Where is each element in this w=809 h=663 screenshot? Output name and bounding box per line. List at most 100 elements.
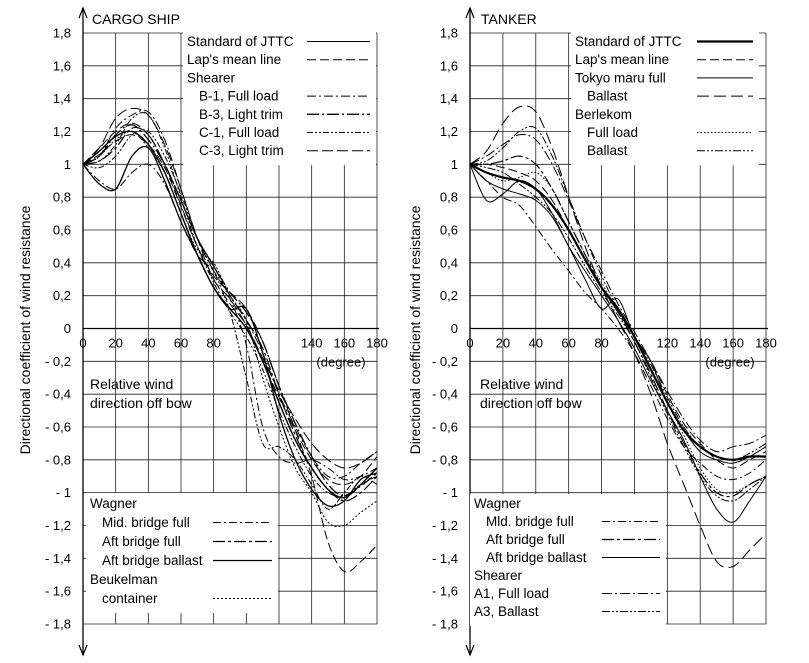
y-tick-label: 1 [64,157,71,172]
series-line-b-3-light-trim [82,124,378,497]
y-tick-label: 0 [64,321,71,336]
series-line-ballast [469,163,767,502]
y-tick-label: 0,6 [53,223,71,238]
y-axis-label-cargo: Directional coefficient of wind resistan… [17,205,33,454]
x-tick-label: 160 [722,336,744,351]
legend-label: Ballast [587,143,628,158]
x-tick-label: 80 [206,336,220,351]
legend-background [86,493,278,613]
y-tick-label: 1,4 [53,91,71,106]
series-group [82,107,378,573]
legend-label: Tokyo maru full [575,70,666,85]
legend-label: Aft bridge full [486,532,565,547]
y-tick-label: 0,2 [440,288,458,303]
legend-label: Ballast [587,89,628,104]
legend-label: C-1, Full load [199,125,279,140]
y-tick-label: - 0,2 [432,354,458,369]
y-tick-label: 1,2 [440,124,458,139]
panel-cargo-ship: 1,8 1,6 1,4 1,2 1 0,8 0,6 0,4 0,2 0 - 0,2 - 0,4 - 0,… [45,6,388,657]
ylabel-left: Directional coefficient of wind resistan… [17,205,33,454]
x-tick-label: 160 [333,336,355,351]
legend-label: B-1, Full load [199,89,279,104]
series-line-a1-full-load [469,134,767,453]
series-line-aft-bridge-full [82,126,378,502]
series-line-a3-ballast [469,126,767,461]
y-tick-label: 0,4 [53,255,71,270]
x-tick-label: 20 [108,336,122,351]
x-tick-label: 140 [689,336,711,351]
x-tick-label: 0 [466,336,473,351]
chart-title: CARGO SHIP [92,11,180,27]
y-tick-label: 1,8 [53,26,71,41]
y-tick-label: - 1,2 [45,518,71,533]
y-tick-label: - 1,4 [432,551,458,566]
y-tick-label: - 1,8 [45,617,71,632]
ylabel-right: Directional coefficient of wind resistan… [407,205,423,454]
legend-label: Berlekom [575,107,632,122]
legend-label: Lap's mean line [575,52,669,67]
annotation-text: Relative wind [90,376,173,392]
y-tick-label: - 1,2 [432,518,458,533]
x-tick-label: 180 [755,336,777,351]
y-tick-label: - 1,6 [45,584,71,599]
y-tick-label: 1 [451,157,458,172]
legend-label: Wagner [90,496,137,511]
legend-label: C-3, Light trim [199,143,284,158]
series-line-aft-bridge-full [469,155,767,498]
y-axis-arrow-bottom [465,644,475,657]
legend-label: Standard of JTTC [575,34,682,49]
legend-label: Aft bridge full [102,534,181,549]
legend-background [183,31,376,166]
y-tick-label: 0,8 [53,190,71,205]
y-axis-label-tanker: Directional coefficient of wind resistan… [407,205,423,454]
annotation-text: direction off bow [90,395,193,411]
legend-top: Standard of JTTC Lap's mean line Shearer B-… [183,31,376,166]
x-tick-label: 20 [496,336,510,351]
y-tick-label: - 0,4 [432,387,458,402]
legend-label: Shearer [187,70,236,85]
x-tick-label: 180 [366,336,388,351]
x-tick-label: 40 [141,336,155,351]
x-tick-label: 80 [594,336,608,351]
legend-label: Beukelman [90,572,158,587]
x-tick-label: 60 [174,336,188,351]
series-line-tokyo-maru-full [469,164,767,523]
legend-background [571,31,759,166]
legend-label: Full load [587,125,638,140]
panel-tanker: 1,8 1,6 1,4 1,2 1 0,8 0,6 0,4 0,2 0 - 0,2 - 0,4 - 0,… [432,6,777,657]
x-tick-label: 120 [656,336,678,351]
legend-label: Aft bridge ballast [486,550,587,565]
y-tick-label: - 0,8 [432,452,458,467]
y-tick-label: - 0,8 [45,452,71,467]
y-tick-label: 1,8 [440,26,458,41]
y-tick-label: 0,8 [440,190,458,205]
y-axis-arrow-top [465,6,475,19]
legend-top: Standard of JTTC Lap's mean line Tokyo mar… [571,31,759,166]
x-tick-label: 60 [561,336,575,351]
legend-background [470,494,666,626]
series-line-standard-of-jttc [82,130,378,499]
legend-bottom: Wagner Mld. bridge full Aft bridge full Aft… [470,494,666,626]
x-tick-label: 0 [79,336,86,351]
legend-label: Lap's mean line [187,52,281,67]
y-tick-label: 1,4 [440,91,458,106]
legend-label: A3, Ballast [474,604,539,619]
series-line-container [82,130,378,528]
series-group [469,105,767,569]
y-axis-arrow-top [78,6,88,19]
y-tick-label: 0,6 [440,223,458,238]
y-tick-label: - 0,2 [45,354,71,369]
y-tick-label: 1,2 [53,124,71,139]
series-line-unlabeled-10 [82,134,378,573]
series-line-ballast [469,105,767,569]
legend-label: Aft bridge ballast [102,553,203,568]
series-line-aft-bridge-ballast [82,145,378,508]
legend-label: B-3, Light trim [199,107,283,122]
y-tick-label: 0,2 [53,288,71,303]
x-axis-label: (degree) [316,355,365,370]
y-tick-label: - 1,8 [432,617,458,632]
y-tick-label: 1,6 [440,58,458,73]
legend-label: Standard of JTTC [187,34,294,49]
y-tick-label: 0 [451,321,458,336]
